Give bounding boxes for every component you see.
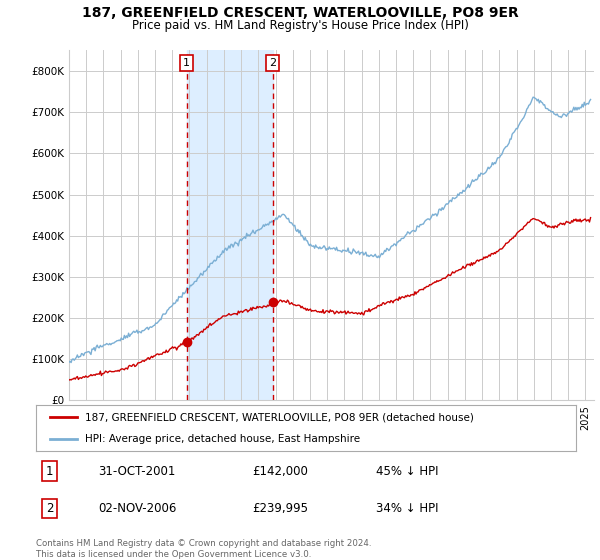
Text: 187, GREENFIELD CRESCENT, WATERLOOVILLE, PO8 9ER (detached house): 187, GREENFIELD CRESCENT, WATERLOOVILLE,… — [85, 412, 473, 422]
Text: 2: 2 — [269, 58, 277, 68]
Text: Contains HM Land Registry data © Crown copyright and database right 2024.
This d: Contains HM Land Registry data © Crown c… — [36, 539, 371, 559]
Text: 1: 1 — [46, 465, 53, 478]
Text: 187, GREENFIELD CRESCENT, WATERLOOVILLE, PO8 9ER: 187, GREENFIELD CRESCENT, WATERLOOVILLE,… — [82, 6, 518, 20]
Text: £142,000: £142,000 — [252, 465, 308, 478]
Bar — [187, 50, 273, 400]
Text: £239,995: £239,995 — [252, 502, 308, 515]
Text: 45% ↓ HPI: 45% ↓ HPI — [376, 465, 439, 478]
Text: 34% ↓ HPI: 34% ↓ HPI — [376, 502, 439, 515]
Text: 02-NOV-2006: 02-NOV-2006 — [98, 502, 176, 515]
Text: 2: 2 — [46, 502, 53, 515]
Text: HPI: Average price, detached house, East Hampshire: HPI: Average price, detached house, East… — [85, 435, 360, 444]
Text: Price paid vs. HM Land Registry's House Price Index (HPI): Price paid vs. HM Land Registry's House … — [131, 19, 469, 32]
Text: 1: 1 — [183, 58, 190, 68]
Text: 31-OCT-2001: 31-OCT-2001 — [98, 465, 175, 478]
